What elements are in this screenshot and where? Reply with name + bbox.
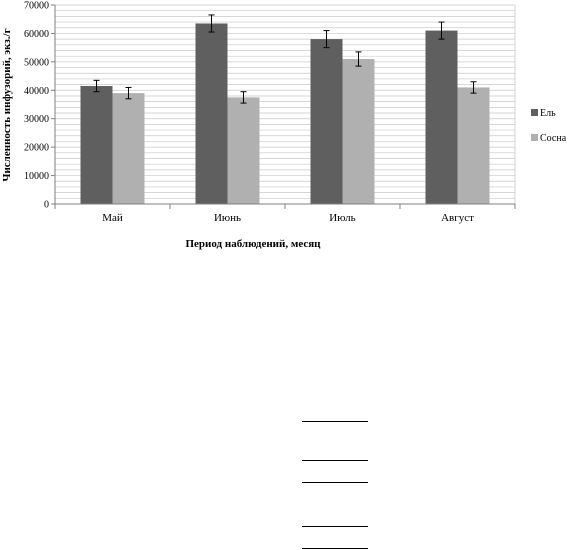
blank-line-5 bbox=[302, 548, 368, 549]
bars bbox=[80, 23, 490, 205]
y-tick-label: 30000 bbox=[24, 114, 49, 125]
blank-line-2 bbox=[302, 460, 368, 461]
x-category-label: Август bbox=[441, 212, 474, 224]
bar-el bbox=[80, 86, 113, 204]
x-category-labels: Май Июнь Июль Август bbox=[102, 212, 474, 224]
blank-line-4 bbox=[302, 526, 368, 527]
y-tick-label: 0 bbox=[44, 200, 49, 211]
y-tick-label: 70000 bbox=[24, 1, 49, 12]
y-tick-labels: 0 10000 20000 30000 40000 50000 60000 70000 bbox=[24, 1, 49, 211]
bar-sosna bbox=[342, 59, 375, 205]
bar-sosna bbox=[227, 97, 260, 204]
bar-el bbox=[425, 30, 458, 205]
blank-line-3 bbox=[302, 482, 368, 483]
legend-label-sosna: Сосна bbox=[540, 133, 567, 144]
x-axis-title: Период наблюдений, месяц bbox=[185, 238, 321, 250]
legend-label-el: Ель bbox=[540, 108, 556, 119]
bar-sosna bbox=[457, 87, 490, 204]
y-tick-label: 10000 bbox=[24, 171, 49, 182]
legend-swatch-el bbox=[531, 109, 538, 116]
blank-line-1 bbox=[302, 421, 368, 422]
legend-swatch-sosna bbox=[531, 134, 538, 141]
x-category-label: Июль bbox=[329, 212, 355, 224]
error-bars bbox=[93, 14, 477, 104]
y-tick-label: 60000 bbox=[24, 29, 49, 40]
axes bbox=[51, 4, 516, 209]
x-category-label: Май bbox=[102, 212, 123, 224]
bar-el bbox=[195, 23, 228, 204]
y-tick-label: 20000 bbox=[24, 143, 49, 154]
bar-sosna bbox=[112, 93, 145, 204]
y-axis-title: Численность инфузорий, экз./г bbox=[1, 28, 13, 181]
y-tick-label: 50000 bbox=[24, 57, 49, 68]
bar-el bbox=[310, 39, 343, 204]
x-category-label: Июнь bbox=[214, 212, 241, 224]
y-tick-label: 40000 bbox=[24, 86, 49, 97]
legend: Ель Сосна bbox=[531, 108, 567, 144]
